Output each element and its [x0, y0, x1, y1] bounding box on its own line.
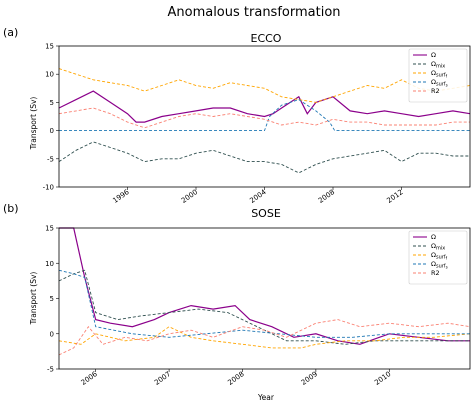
legend-label: R2 [431, 87, 440, 95]
x-tick-label: 2008 [226, 370, 245, 387]
y-tick-label: 0 [50, 127, 54, 135]
legend-label: Ωmix [431, 60, 445, 70]
x-tick-label: 2007 [153, 370, 172, 387]
legend-box [408, 48, 468, 103]
legend-label: Ωsurfs [431, 260, 448, 270]
x-tick-label: 2006 [80, 370, 100, 387]
x-tick-label: 2008 [317, 188, 336, 205]
series-line [59, 227, 470, 345]
x-tick-label: 2009 [300, 370, 319, 387]
series-line [58, 319, 471, 356]
panel-label-a: (a) [3, 26, 18, 39]
figure-title: Anomalous transformation [167, 5, 340, 20]
panel-sose: (b) SOSE Transport (Sv) Year -5 0 5 10 15 200… [3, 202, 471, 402]
series-lines-sose [58, 227, 471, 356]
legend-label: Ωmix [431, 242, 445, 252]
legend-label: Ωsurff [431, 69, 448, 79]
y-tick-label: 5 [50, 99, 54, 107]
series-lines-ecco [58, 68, 471, 174]
series-line [59, 99, 470, 132]
x-tick-label: 2000 [180, 188, 199, 205]
series-line [58, 269, 470, 345]
panel-title-ecco: ECCO [251, 32, 282, 45]
axis-ticks-sose: -5 0 5 10 15 2006 2007 2008 2009 2010 [45, 225, 392, 387]
y-tick-label: 5 [50, 295, 54, 303]
axis-ticks-ecco: -10 -5 0 5 10 15 1996 2000 2004 2008 2012 [43, 43, 405, 205]
x-axis-label-sose: Year [257, 393, 275, 402]
legend-box [408, 230, 468, 285]
legend-label: R2 [431, 269, 440, 277]
x-tick-label: 2010 [373, 370, 392, 387]
y-axis-label-ecco: Transport (Sv) [29, 97, 38, 151]
y-tick-label: 0 [50, 330, 54, 338]
x-tick-label: 1996 [111, 188, 131, 205]
y-tick-label: 10 [45, 71, 54, 79]
series-line [58, 68, 471, 103]
x-tick-label: 2004 [248, 188, 268, 205]
panel-ecco: (a) ECCO Transport (Sv) -10 -5 0 5 10 15 1996 2… [3, 26, 471, 205]
series-line [58, 326, 471, 349]
legend-label: Ω [431, 233, 436, 241]
legend-label: Ωsurff [431, 251, 448, 261]
plot-frame-ecco [58, 45, 471, 188]
panel-title-sose: SOSE [251, 207, 281, 220]
series-line [58, 90, 471, 123]
y-tick-label: 15 [45, 43, 54, 51]
legend-label: Ωsurfs [431, 78, 448, 88]
x-tick-label: 2012 [385, 188, 404, 205]
y-tick-label: -5 [47, 155, 54, 163]
legend-label: Ω [431, 51, 436, 59]
series-line [58, 107, 470, 129]
series-line [58, 141, 470, 174]
y-axis-label-sose: Transport (Sv) [29, 272, 38, 326]
y-tick-label: -10 [43, 184, 54, 192]
y-tick-label: 15 [45, 225, 54, 233]
plot-frame-sose [58, 227, 471, 370]
y-tick-label: 10 [45, 260, 54, 268]
panel-label-b: (b) [3, 202, 19, 215]
series-line [58, 269, 470, 338]
y-tick-label: -5 [47, 366, 54, 374]
